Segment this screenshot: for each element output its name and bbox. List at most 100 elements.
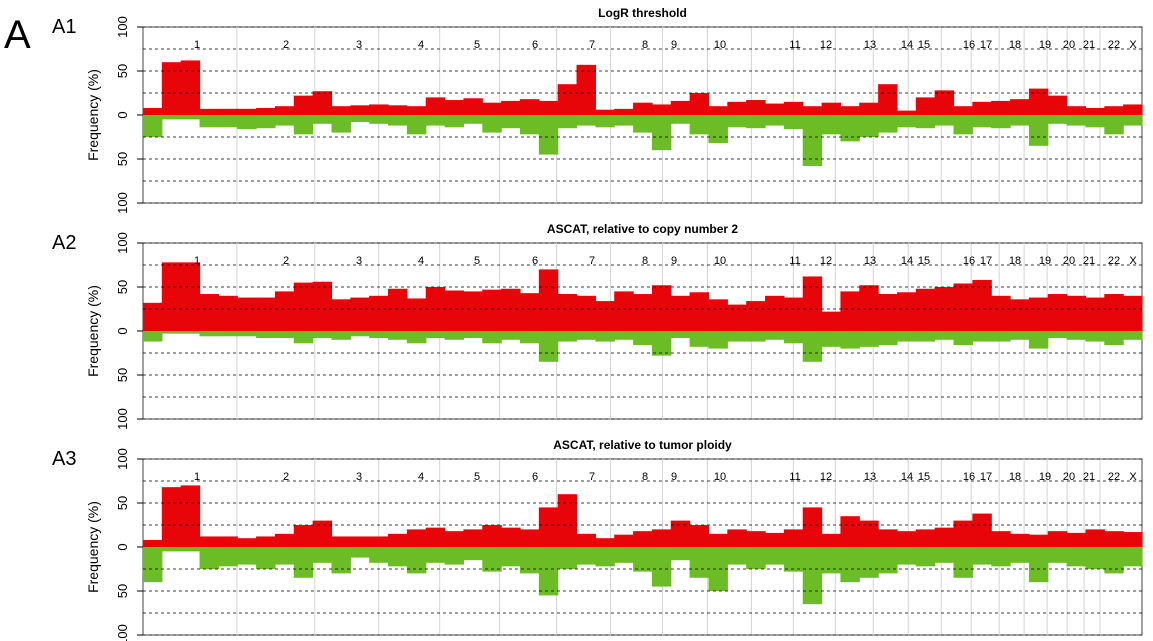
loss-bar xyxy=(463,115,483,124)
chromosome-label: 15 xyxy=(918,39,930,51)
y-tick-label: 100 xyxy=(115,624,130,641)
gain-bar xyxy=(388,105,408,115)
gain-bar xyxy=(199,294,219,331)
gain-bar xyxy=(1066,106,1087,115)
gain-bar xyxy=(463,291,483,331)
chromosome-label: 2 xyxy=(283,255,289,267)
gain-bar xyxy=(1085,297,1105,331)
gain-bar xyxy=(840,291,860,331)
chromosome-label: 3 xyxy=(356,471,362,483)
gain-bar xyxy=(444,531,465,547)
loss-bar xyxy=(180,547,201,552)
loss-bar xyxy=(1085,115,1105,128)
loss-bar xyxy=(1028,547,1049,583)
loss-bar xyxy=(915,115,936,129)
loss-bar xyxy=(614,115,634,126)
loss-bar xyxy=(463,331,483,339)
loss-bar xyxy=(953,331,973,346)
loss-bar xyxy=(1066,547,1087,567)
gain-bar xyxy=(802,106,823,115)
loss-bar xyxy=(840,115,860,142)
loss-bar xyxy=(312,547,333,563)
chromosome-label: 20 xyxy=(1063,39,1075,51)
gain-bar xyxy=(783,529,804,547)
chromosome-label: 15 xyxy=(918,471,930,483)
gain-bar xyxy=(859,520,879,547)
loss-bar xyxy=(821,115,842,135)
gain-bar xyxy=(161,487,182,547)
loss-bar xyxy=(859,331,879,347)
loss-bar xyxy=(670,331,691,339)
gain-bar xyxy=(1010,533,1030,547)
loss-bar xyxy=(350,331,370,337)
gain-bar xyxy=(991,295,1011,331)
gain-bar xyxy=(689,525,710,547)
loss-bar xyxy=(482,115,502,133)
gain-bar xyxy=(444,100,465,115)
chromosome-label: 8 xyxy=(642,39,648,51)
loss-bar xyxy=(708,115,728,144)
loss-bar xyxy=(199,547,219,569)
gain-bar xyxy=(1028,297,1049,331)
loss-bar xyxy=(746,115,766,129)
y-axis-label: Frequency (%) xyxy=(85,501,101,593)
gain-bar xyxy=(727,529,747,547)
gain-bar xyxy=(538,100,559,115)
panel-a2: A2 ASCAT, relative to copy number 2 100 50 0… xyxy=(52,222,1143,430)
chart-title: ASCAT, relative to tumor ploidy xyxy=(553,438,732,452)
loss-bar xyxy=(557,115,578,129)
gain-bar xyxy=(1066,295,1087,331)
gain-bar xyxy=(274,291,295,331)
loss-bar xyxy=(425,547,446,563)
chromosome-label: 10 xyxy=(714,39,726,51)
loss-bar xyxy=(218,331,238,337)
gain-bar xyxy=(651,285,672,331)
loss-bar xyxy=(708,547,728,591)
chromosome-label: 9 xyxy=(671,255,677,267)
gain-bar xyxy=(840,106,860,115)
loss-bar xyxy=(388,547,408,567)
loss-bar xyxy=(708,331,728,349)
loss-bar xyxy=(161,115,182,120)
gain-bar xyxy=(896,531,917,547)
loss-bar xyxy=(501,115,521,129)
y-tick-label: 0 xyxy=(115,543,130,550)
loss-bar xyxy=(331,115,351,133)
loss-bar xyxy=(519,331,540,344)
gain-bar xyxy=(576,295,596,331)
y-axis-label: Frequency (%) xyxy=(85,69,101,161)
gain-bar xyxy=(1123,295,1143,331)
loss-bar xyxy=(1066,331,1087,340)
gain-bar xyxy=(972,101,992,115)
gain-bar xyxy=(425,97,446,115)
y-tick-label: 100 xyxy=(115,192,130,214)
gain-bar xyxy=(614,534,634,547)
loss-bar xyxy=(783,331,804,344)
gain-bar xyxy=(896,292,917,331)
loss-bar xyxy=(538,547,559,596)
loss-bar xyxy=(821,331,842,347)
chromosome-label: 12 xyxy=(820,255,832,267)
loss-bar xyxy=(727,331,747,342)
chromosome-label: 19 xyxy=(1039,255,1051,267)
gain-bar xyxy=(651,529,672,547)
loss-bar xyxy=(670,115,691,124)
chromosome-label: 4 xyxy=(418,471,424,483)
gain-bar xyxy=(256,536,276,547)
loss-bar xyxy=(840,547,860,583)
loss-bar xyxy=(1047,547,1068,563)
gain-bar xyxy=(746,531,766,547)
loss-bar xyxy=(180,331,201,334)
chromosome-label: 19 xyxy=(1039,39,1051,51)
loss-bar xyxy=(689,331,710,347)
gain-bar xyxy=(765,532,785,547)
loss-bar xyxy=(1104,331,1124,346)
loss-bar xyxy=(576,331,596,340)
loss-bar xyxy=(859,115,879,137)
gain-bar xyxy=(689,93,710,115)
loss-bar xyxy=(425,331,446,339)
chromosome-label: 17 xyxy=(980,471,992,483)
gain-bar xyxy=(746,301,766,331)
gain-bar xyxy=(293,95,314,115)
